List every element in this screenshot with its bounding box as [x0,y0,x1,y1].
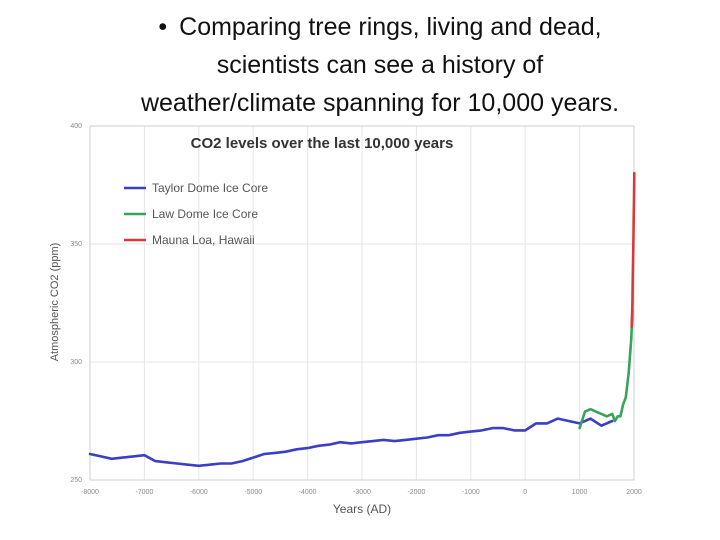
x-tick-label: -4000 [299,489,317,496]
x-tick-label: -5000 [244,489,262,496]
chart-ticks: -8000 -7000 -6000 -5000 -4000 -3000 -2000 -1000… [70,123,642,496]
slide-text: • Comparing tree rings, living and dead, … [60,8,700,122]
slide-text-line-1: • Comparing tree rings, living and dead, [60,8,700,46]
x-tick-label: -2000 [407,489,425,496]
legend-label: Mauna Loa, Hawaii [152,233,255,247]
legend-label: Law Dome Ice Core [152,207,258,221]
x-tick-label: 0 [523,489,527,496]
y-tick-label: 300 [70,359,82,366]
chart-background [44,118,650,522]
slide-text-line-2: scientists can see a history of [216,51,544,79]
x-tick-label: -7000 [135,489,153,496]
series-law-dome-line [578,308,634,430]
x-axis-label: Years (AD) [333,502,391,516]
legend-label: Taylor Dome Ice Core [152,181,268,195]
slide-text-line-1-content: Comparing tree rings, living and dead, [179,13,602,41]
bullet-icon: • [158,13,168,41]
series-taylor-dome-line [88,417,614,468]
x-tick-label: -8000 [81,489,99,496]
chart-series [88,171,636,468]
y-tick-label: 350 [70,241,82,248]
series-mauna-loa-line [630,171,636,328]
x-tick-label: -6000 [190,489,208,496]
plot-frame [89,125,635,481]
y-tick-label: 250 [70,477,82,484]
co2-chart: -8000 -7000 -6000 -5000 -4000 -3000 -2000 -1000… [44,118,650,522]
slide-text-line-3: weather/climate spanning for 10,000 year… [140,89,620,117]
chart-legend: Taylor Dome Ice Core Law Dome Ice Core Mau… [124,181,268,247]
chart-title: CO2 levels over the last 10,000 years [191,135,454,152]
y-axis-label: Atmospheric CO2 (ppm) [49,243,61,362]
y-tick-label: 400 [70,123,82,130]
x-tick-label: 2000 [626,489,642,496]
x-tick-label: -3000 [353,489,371,496]
x-tick-label: -1000 [462,489,480,496]
x-tick-label: 1000 [572,489,588,496]
